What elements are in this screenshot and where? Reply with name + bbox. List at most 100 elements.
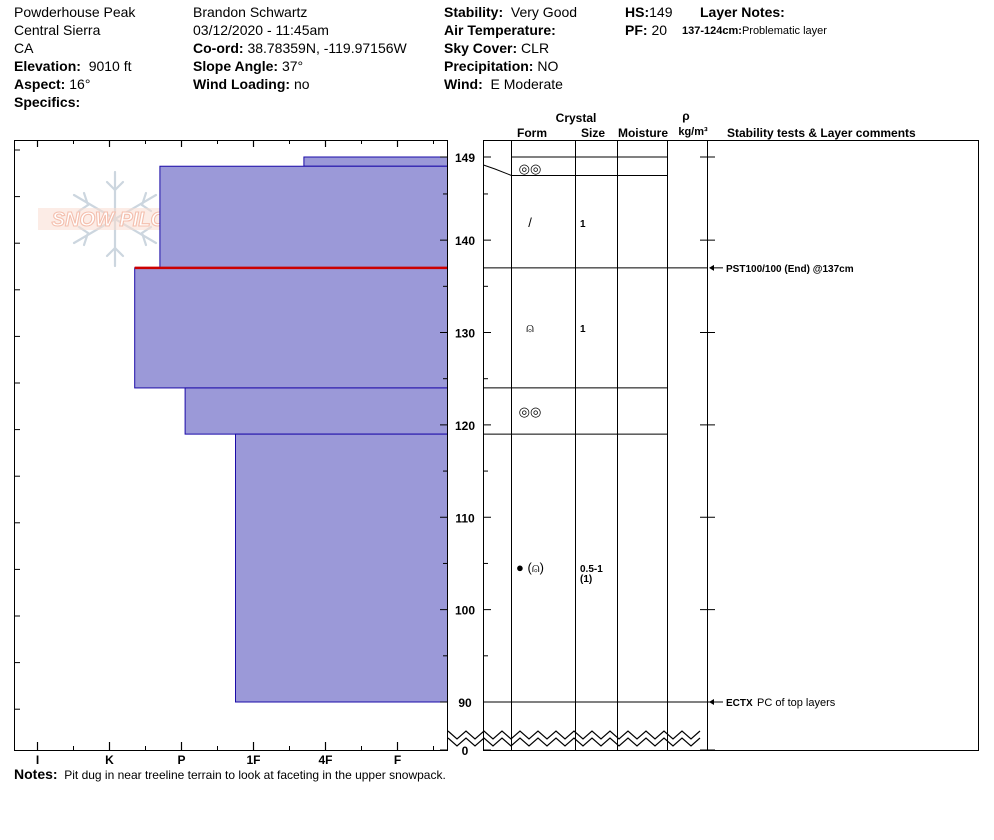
precip-label: Precipitation: [444, 58, 534, 74]
hardness-layer-bar [159, 165, 448, 269]
moisture-header: Moisture [618, 126, 668, 140]
layer-note-text: Problematic layer [741, 25, 827, 37]
wind-loading-value: no [293, 76, 310, 92]
hardness-layer-bar [303, 156, 448, 167]
hardness-tick-label: P [177, 753, 185, 767]
faceted-rounded-icon: ⍝ [526, 320, 534, 335]
header-observer-block: Brandon Schwartz 03/12/2020 - 11:45am Co… [193, 3, 407, 93]
header-layer-notes-block: Layer Notes: [700, 3, 785, 21]
hardness-tick-label: F [394, 753, 401, 767]
state-name: CA [14, 40, 34, 56]
hardness-tick-label: K [105, 753, 114, 767]
logo-text: SNOW PILOT [52, 209, 180, 231]
wind-loading-label: Wind Loading: [193, 76, 291, 92]
grain-size-sublabel: (1) [580, 574, 592, 585]
snowpilot-logo: SNOW PILOT [38, 170, 193, 268]
hardness-axis: I K P 1F 4F F [36, 140, 434, 767]
size-header: Size [581, 126, 605, 140]
stability-row: Stability: Very Good [444, 3, 577, 21]
stability-header: Stability tests & Layer comments [727, 126, 916, 140]
location-name: Powderhouse Peak [14, 4, 136, 20]
stability-value: Very Good [510, 4, 578, 20]
aspect-value: 16° [69, 76, 91, 92]
elevation-label: Elevation: [14, 58, 81, 74]
slope-row: Slope Angle: 37° [193, 57, 407, 75]
rounded-icon: ◎◎ [519, 161, 542, 176]
rounded-icon: ◎◎ [519, 404, 542, 419]
grain-size-label: 1 [580, 324, 586, 335]
grain-layer-rows: ◎◎ / 1 ⍝ 1 ◎◎ ● (⍝) 0.5-1(1) [483, 156, 708, 703]
hardness-tick-label: 1F [246, 753, 260, 767]
notes-label: Notes: [14, 766, 58, 782]
hardness-layer-bar [134, 267, 448, 389]
header-hs-block: HS:149 PF: 20 [625, 3, 672, 39]
region-name: Central Sierra [14, 22, 101, 38]
depth-tick-label: 130 [455, 327, 475, 341]
grain-column-lines [511, 140, 708, 750]
notes-text: Pit dug in near treeline terrain to look… [64, 768, 446, 782]
snowflake-icon [72, 170, 158, 268]
specifics-row: Specifics: [14, 93, 135, 111]
sky-value: CLR [521, 40, 550, 56]
rho-header: ρ [682, 109, 689, 123]
layer-note-range: 137-124cm: [682, 25, 742, 37]
grain-size-label: 1 [580, 219, 586, 230]
wind-value: E Moderate [490, 76, 563, 92]
crystal-header: Crystal [556, 111, 597, 125]
elevation-row: Elevation: 9010 ft [14, 57, 135, 75]
layer-note-row: 137-124cm:Problematic layer [682, 22, 827, 40]
stability-arrow-head [709, 264, 714, 271]
hs-row: HS:149 [625, 3, 672, 21]
coord-value: 38.78359N, -119.97156W [247, 40, 407, 56]
density-header: kg/m³ [678, 126, 708, 138]
aspect-row: Aspect: 16° [14, 75, 135, 93]
decomposing-icon: / [528, 215, 532, 230]
stability-label: Stability: [444, 4, 504, 20]
layer-notes-label: Layer Notes: [700, 4, 785, 20]
observer-name: Brandon Schwartz [193, 4, 308, 20]
melt-forms-faceted-icon: ● (⍝) [516, 560, 544, 575]
slope-value: 37° [281, 58, 304, 74]
depth-tick-label: 120 [455, 419, 475, 433]
hardness-layer-bar [235, 433, 448, 703]
wind-row: Wind: E Moderate [444, 75, 577, 93]
grain-size-label: 0.5-1 [580, 564, 603, 575]
hardness-tick-label: 4F [318, 753, 332, 767]
sky-row: Sky Cover: CLR [444, 39, 577, 57]
air-temp-label: Air Temperature: [444, 22, 556, 38]
grain-connector [483, 164, 512, 176]
depth-tick-label: 110 [455, 511, 475, 525]
depth-break-symbol [447, 730, 701, 747]
depth-tick-label: 140 [455, 234, 475, 248]
stability-test-code: ECTX [726, 698, 753, 709]
pf-value: 20 [651, 22, 668, 38]
pf-label: PF: [625, 22, 648, 38]
layer-notes-title: Layer Notes: [700, 3, 785, 21]
precip-value: NO [537, 58, 559, 74]
stability-test-comment: PC of top layers [757, 697, 836, 709]
coord-row: Co-ord: 38.78359N, -119.97156W [193, 39, 407, 57]
depth-tick-label: 149 [455, 151, 475, 165]
depth-axis: 149 140 130 120 110 100 90 0 [440, 140, 715, 758]
hs-label: HS: [625, 4, 650, 20]
notes-row: Notes: Pit dug in near treeline terrain … [14, 766, 446, 782]
depth-tick-label: 100 [455, 604, 475, 618]
air-temp-row: Air Temperature: [444, 21, 577, 39]
hardness-layers [134, 156, 448, 703]
header-location-block: Powderhouse Peak Central Sierra CA Eleva… [14, 3, 135, 111]
stability-tests: PST100/100 (End) @137cm ECTX PC of top lay… [709, 264, 854, 709]
hardness-tick-label: I [36, 753, 39, 767]
grain-panel-frame [483, 140, 979, 751]
wind-label: Wind: [444, 76, 483, 92]
hs-value: 149 [649, 4, 673, 20]
wind-loading-row: Wind Loading: no [193, 75, 407, 93]
aspect-label: Aspect: [14, 76, 66, 92]
header-conditions-block: Stability: Very Good Air Temperature: Sk… [444, 3, 577, 93]
sky-label: Sky Cover: [444, 40, 518, 56]
left-axis-ticks [14, 149, 20, 710]
hardness-layer-bar [184, 387, 448, 435]
coord-label: Co-ord: [193, 40, 244, 56]
observation-datetime: 03/12/2020 - 11:45am [193, 22, 329, 38]
specifics-label: Specifics: [14, 94, 81, 110]
